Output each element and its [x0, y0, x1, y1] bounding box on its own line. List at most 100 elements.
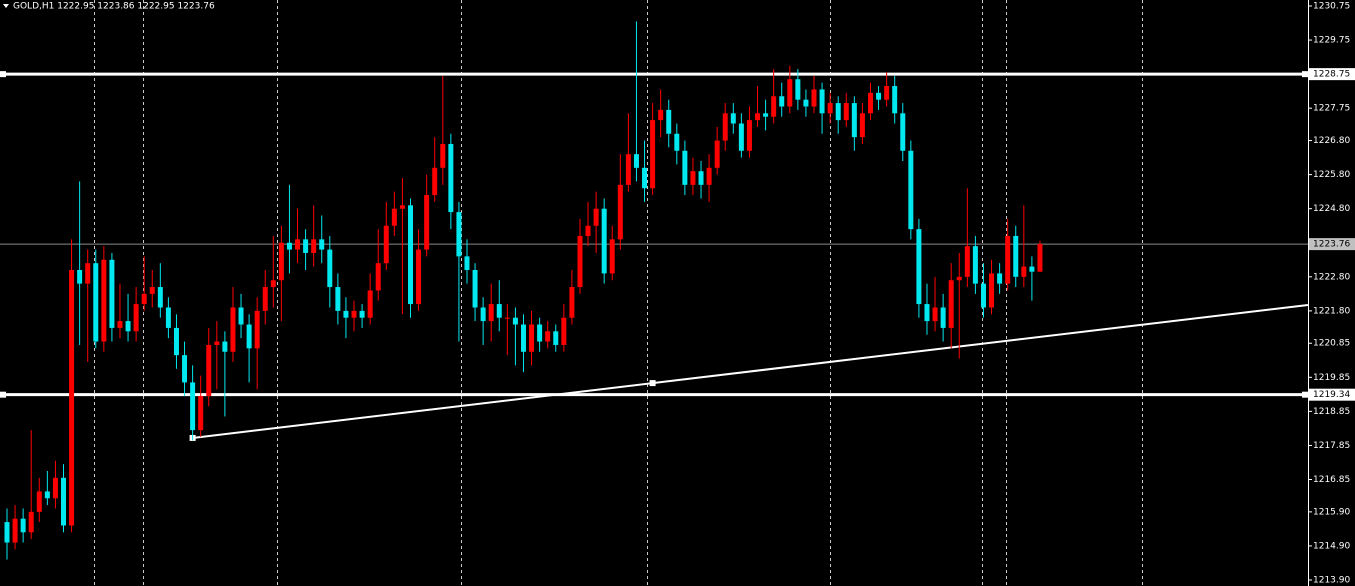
y-tick-label: 1216.85	[1313, 475, 1350, 485]
candle-body	[36, 491, 42, 512]
candle-body	[714, 140, 720, 168]
trend-line	[192, 303, 1309, 439]
candle-body	[633, 154, 639, 168]
candle-body	[206, 344, 212, 397]
candle-body	[1037, 244, 1043, 272]
candle-body	[214, 341, 220, 345]
candle-body	[690, 171, 696, 185]
y-tick-label: 1217.85	[1313, 441, 1350, 451]
candle-body	[4, 522, 10, 543]
candle-body	[940, 307, 946, 328]
candle-body	[1005, 235, 1011, 284]
candle-body	[585, 225, 591, 236]
candle-body	[270, 280, 276, 288]
y-tick-label: 1218.85	[1313, 407, 1350, 417]
chart-title: GOLD,H1 1222.95 1223.86 1222.95 1223.76	[13, 2, 215, 12]
candle-body	[391, 208, 397, 226]
candle-body	[424, 195, 430, 250]
candle-body	[85, 263, 91, 284]
candle-body	[617, 184, 623, 240]
candle-body	[182, 355, 188, 383]
y-tick-label: 1229.75	[1313, 36, 1350, 46]
candle-body	[932, 307, 938, 322]
hline-label-box	[1309, 68, 1355, 81]
candle-body	[892, 86, 898, 114]
candle-body	[464, 256, 470, 271]
candle-body	[149, 287, 155, 294]
y-tick-label: 1227.75	[1313, 104, 1350, 114]
candle-body	[359, 310, 365, 318]
candle-body	[44, 491, 50, 499]
candle-body	[609, 239, 615, 274]
candle-body	[787, 79, 793, 107]
candle-body	[520, 324, 526, 352]
candle-body	[383, 225, 389, 264]
candle-body	[286, 242, 292, 250]
candle-body	[12, 518, 18, 543]
candle-body	[278, 242, 284, 281]
candle-body	[456, 212, 462, 257]
candle-body	[1021, 266, 1027, 277]
candle-body	[948, 280, 954, 328]
candle-body	[706, 167, 712, 185]
candle-body	[190, 382, 196, 431]
candle-body	[351, 310, 357, 318]
candle-body	[771, 96, 777, 117]
candle-body	[827, 103, 833, 114]
candle-body	[488, 304, 494, 322]
candle-body	[117, 321, 123, 328]
candle-body	[529, 324, 535, 352]
candle-body	[1029, 266, 1035, 272]
candle-body	[650, 120, 656, 189]
menu-arrow[interactable]	[3, 4, 9, 8]
candle-body	[900, 113, 906, 151]
candle-body	[262, 287, 268, 311]
hline-label-box	[1309, 388, 1355, 401]
line-handle	[0, 71, 6, 78]
candle-body	[835, 103, 841, 121]
candle-body	[448, 143, 454, 213]
candle-body	[698, 171, 704, 185]
candle-body	[440, 143, 446, 168]
candle-body	[625, 154, 631, 185]
candle-body	[222, 341, 228, 352]
candle-body	[319, 239, 325, 250]
candle-body	[432, 167, 438, 196]
candle-body	[545, 331, 551, 342]
candle-body	[20, 518, 26, 533]
candle-body	[666, 109, 672, 134]
candle-body	[327, 249, 333, 288]
candle-body	[738, 123, 744, 151]
candle-body	[141, 293, 147, 305]
candle-body	[980, 283, 986, 308]
candle-body	[512, 317, 518, 325]
candle-body	[601, 208, 607, 274]
y-tick-label: 1215.90	[1313, 507, 1350, 517]
candle-body	[173, 327, 179, 356]
last-price-label: 1223.76	[1313, 240, 1350, 250]
candle-body	[593, 208, 599, 226]
candle-body	[295, 239, 301, 250]
candle-body	[246, 324, 252, 349]
candle-body	[819, 89, 825, 114]
candle-body	[867, 92, 873, 114]
candle-body	[924, 304, 930, 322]
candle-body	[569, 287, 575, 318]
y-tick-label: 1221.80	[1313, 306, 1350, 316]
candle-body	[343, 310, 349, 318]
candle-body	[851, 103, 857, 138]
candle-body	[746, 120, 752, 151]
candle-body	[674, 133, 680, 151]
candle-body	[125, 321, 131, 332]
candle-body	[416, 249, 422, 305]
candle-body	[843, 103, 849, 121]
trend-handle	[649, 380, 656, 387]
candle-body	[884, 86, 890, 100]
candle-body	[230, 307, 236, 352]
candle-body	[908, 150, 914, 230]
candle-body	[399, 205, 405, 209]
candle-body	[238, 307, 244, 325]
candle-body	[198, 396, 204, 431]
candle-body	[165, 307, 171, 328]
